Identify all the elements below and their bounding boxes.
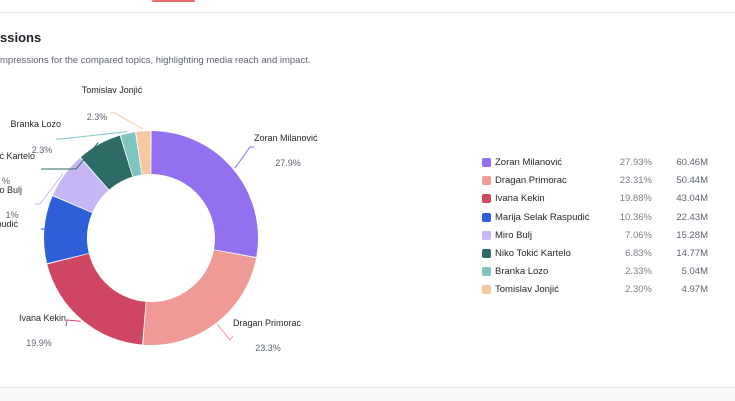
legend-swatch <box>482 194 491 203</box>
callout-name: Tomislav Jonjić <box>82 85 143 95</box>
callout-name: Branka Lozo <box>10 119 61 129</box>
legend-percent: 2.33% <box>610 266 652 277</box>
donut-slices <box>44 131 258 345</box>
legend-row[interactable]: Niko Tokić Kartelo 6.83% 14.77M <box>482 247 722 265</box>
legend-percent: 19.88% <box>610 193 652 204</box>
legend-value: 43.04M <box>670 193 708 204</box>
slice-dragan-primorac[interactable] <box>143 250 256 345</box>
legend-row[interactable]: Branka Lozo 2.33% 5.04M <box>482 265 722 283</box>
callout-percent: 27.9% <box>275 158 301 168</box>
active-tab-indicator <box>152 0 195 2</box>
legend-row[interactable]: Dragan Primorac 23.31% 50.44M <box>482 174 722 192</box>
callout-name: Dragan Primorac <box>233 318 302 328</box>
legend-swatch <box>482 285 491 294</box>
legend-value: 5.04M <box>670 266 708 277</box>
legend-row[interactable]: Ivana Kekin 19.88% 43.04M <box>482 192 722 210</box>
callout-line <box>110 113 143 129</box>
legend-swatch <box>482 267 491 276</box>
callout-name: Zoran Milanović <box>254 133 318 143</box>
card-title: ssions <box>0 30 41 45</box>
legend-swatch <box>482 158 491 167</box>
callout-percent: 23.3% <box>255 343 281 353</box>
card-subtitle: mpressions for the compared topics, high… <box>0 55 311 66</box>
legend-swatch <box>482 231 491 240</box>
legend-name: Marija Selak Raspudić <box>495 212 590 223</box>
legend-value: 15.28M <box>670 230 708 241</box>
slice-zoran-milanovi-[interactable] <box>151 131 258 257</box>
legend-row[interactable]: Marija Selak Raspudić 10.36% 22.43M <box>482 211 722 229</box>
slice-ivana-kekin[interactable] <box>47 254 145 345</box>
legend-row[interactable]: Miro Bulj 7.06% 15.28M <box>482 229 722 247</box>
callout-percent: 2.3% <box>32 145 53 155</box>
legend-value: 60.46M <box>670 157 708 168</box>
legend-name: Tomislav Jonjić <box>495 284 559 295</box>
legend-percent: 6.83% <box>610 248 652 259</box>
callout-line <box>217 324 233 340</box>
callout-line <box>66 320 81 326</box>
legend-percent: 7.06% <box>610 230 652 241</box>
legend-row[interactable]: Zoran Milanović 27.93% 60.46M <box>482 156 722 174</box>
chart-legend: Zoran Milanović 27.93% 60.46M Dragan Primor… <box>482 156 722 302</box>
callout-percent: % <box>2 176 10 186</box>
top-tab-bar <box>0 0 735 13</box>
legend-percent: 23.31% <box>610 175 652 186</box>
legend-row[interactable]: Tomislav Jonjić 2.30% 4.97M <box>482 283 722 301</box>
callout-name: Ivana Kekin <box>19 313 66 323</box>
legend-value: 50.44M <box>670 175 708 186</box>
legend-name: Branka Lozo <box>495 266 548 277</box>
legend-swatch <box>482 249 491 258</box>
legend-percent: 2.30% <box>610 284 652 295</box>
legend-percent: 10.36% <box>610 212 652 223</box>
callout-percent: 1% <box>5 210 18 220</box>
callout-name: ć Kartelo <box>0 151 35 161</box>
legend-name: Ivana Kekin <box>495 193 545 204</box>
donut-chart: Zoran Milanović 27.9% Dragan Primorac 23.3%… <box>0 90 330 360</box>
card-bottom-divider <box>0 387 735 401</box>
callout-percent: 19.9% <box>26 338 52 348</box>
legend-name: Dragan Primorac <box>495 175 567 186</box>
callout-name: o Bulj <box>0 185 22 195</box>
legend-percent: 27.93% <box>610 157 652 168</box>
callout-name: pudić <box>0 219 19 229</box>
legend-value: 22.43M <box>670 212 708 223</box>
legend-name: Miro Bulj <box>495 230 532 241</box>
legend-swatch <box>482 176 491 185</box>
legend-name: Niko Tokić Kartelo <box>495 248 571 259</box>
legend-value: 14.77M <box>670 248 708 259</box>
callout-percent: 2.3% <box>87 112 108 122</box>
legend-name: Zoran Milanović <box>495 157 562 168</box>
callout-line <box>235 147 254 168</box>
legend-value: 4.97M <box>670 284 708 295</box>
legend-swatch <box>482 213 491 222</box>
